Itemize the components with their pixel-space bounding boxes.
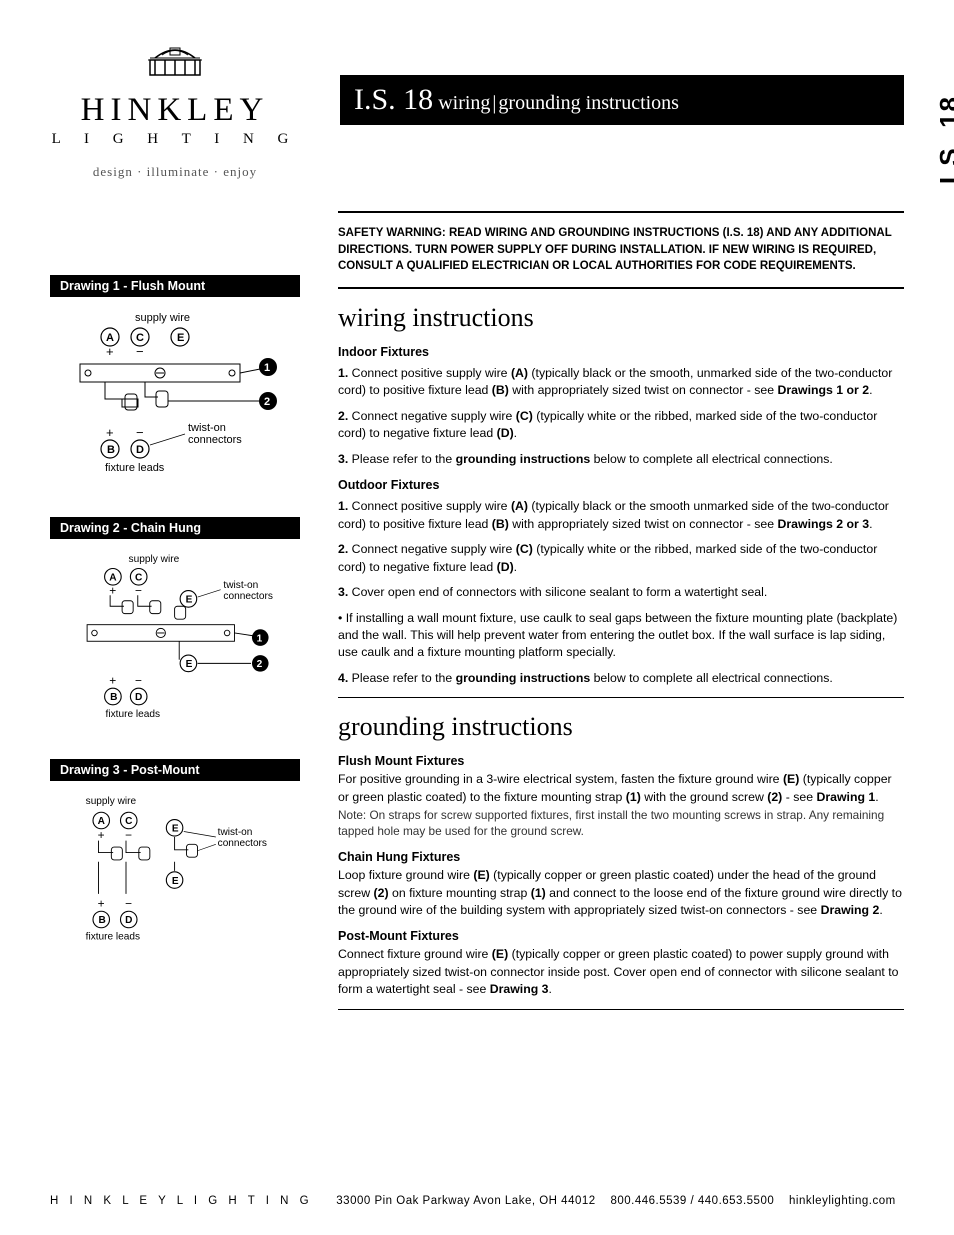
post-text: Connect fixture ground wire (E) (typical… [338, 946, 904, 998]
svg-text:supply wire: supply wire [86, 796, 137, 807]
footer-phone: 800.446.5539 / 440.653.5500 [610, 1195, 774, 1207]
outdoor-step-1: 1. Connect positive supply wire (A) (typ… [338, 498, 904, 533]
svg-text:B: B [99, 915, 106, 926]
d1-supply-wire-label: supply wire [135, 312, 190, 324]
svg-text:connectors: connectors [223, 591, 273, 602]
flush-note: Note: On straps for screw supported fixt… [338, 808, 904, 840]
right-column: SAFETY WARNING: READ WIRING AND GROUNDIN… [338, 205, 904, 1020]
svg-text:supply wire: supply wire [129, 554, 180, 565]
footer-web: hinkleylighting.com [789, 1195, 896, 1207]
content-row: Drawing 1 - Flush Mount supply wire A C … [50, 205, 904, 1020]
svg-text:E: E [172, 876, 179, 887]
svg-text:−: − [125, 897, 132, 911]
svg-text:+: + [106, 344, 114, 359]
drawing-1-title: Drawing 1 - Flush Mount [50, 275, 300, 297]
svg-text:B: B [107, 444, 115, 456]
svg-text:2: 2 [264, 396, 270, 408]
drawing-2-diagram: supply wire A C +− E twist-onconnectors … [50, 551, 290, 726]
drawing-3-diagram: supply wire A C E +− twist-onconnectors … [50, 793, 290, 958]
indoor-head: Indoor Fixtures [338, 345, 904, 359]
title-wiring: wiring [438, 92, 490, 114]
svg-text:D: D [136, 444, 144, 456]
brand-name: HINKLEY [50, 92, 300, 129]
svg-text:D: D [135, 692, 142, 703]
side-label: I.S. 18 [934, 95, 954, 184]
drawing-2-title: Drawing 2 - Chain Hung [50, 517, 300, 539]
svg-text:A: A [109, 572, 117, 583]
svg-text:C: C [136, 332, 144, 344]
svg-text:A: A [106, 332, 114, 344]
svg-text:+: + [98, 828, 105, 842]
svg-text:connectors: connectors [188, 434, 242, 446]
svg-text:connectors: connectors [218, 838, 267, 849]
title-grounding: grounding instructions [498, 92, 679, 114]
outdoor-step-4: 4. Please refer to the grounding instruc… [338, 670, 904, 687]
svg-text:B: B [110, 692, 117, 703]
outdoor-step-2: 2. Connect negative supply wire (C) (typ… [338, 541, 904, 576]
hr-mid [338, 697, 904, 698]
svg-text:1: 1 [257, 633, 263, 644]
chain-text: Loop fixture ground wire (E) (typically … [338, 867, 904, 919]
svg-text:−: − [125, 828, 132, 842]
flush-text: For positive grounding in a 3-wire elect… [338, 771, 904, 806]
flush-head: Flush Mount Fixtures [338, 754, 904, 768]
indoor-step-2: 2. Connect negative supply wire (C) (typ… [338, 408, 904, 443]
footer-addr: 33000 Pin Oak Parkway Avon Lake, OH 4401… [336, 1195, 595, 1207]
left-column: Drawing 1 - Flush Mount supply wire A C … [50, 205, 300, 1020]
svg-text:twist-on: twist-on [223, 580, 258, 591]
outdoor-head: Outdoor Fixtures [338, 478, 904, 492]
wiring-head: wiring instructions [338, 303, 904, 333]
svg-text:C: C [135, 572, 143, 583]
svg-text:+: + [106, 425, 114, 440]
hr-top [338, 211, 904, 213]
title-block: I.S. 18 wiring|grounding instructions [340, 75, 904, 125]
svg-text:1: 1 [264, 362, 270, 374]
hr-after-warning [338, 287, 904, 289]
svg-text:−: − [136, 425, 144, 440]
brand-sub: L I G H T I N G [50, 131, 300, 148]
hinkley-logo-icon [140, 40, 210, 85]
page-header: HINKLEY L I G H T I N G design · illumin… [50, 40, 904, 180]
svg-text:fixture leads: fixture leads [105, 462, 165, 474]
safety-warning: SAFETY WARNING: READ WIRING AND GROUNDIN… [338, 219, 904, 281]
svg-text:twist-on: twist-on [188, 422, 226, 434]
svg-text:−: − [135, 674, 142, 688]
svg-text:+: + [109, 674, 116, 688]
hr-bottom [338, 1009, 904, 1010]
outdoor-step-3: 3. Cover open end of connectors with sil… [338, 584, 904, 601]
indoor-step-1: 1. Connect positive supply wire (A) (typ… [338, 365, 904, 400]
drawing-3-title: Drawing 3 - Post-Mount [50, 759, 300, 781]
grounding-head: grounding instructions [338, 712, 904, 742]
svg-text:−: − [135, 583, 142, 597]
svg-text:+: + [109, 583, 116, 597]
title-bar: I.S. 18 wiring|grounding instructions [340, 75, 904, 125]
svg-text:+: + [98, 897, 105, 911]
chain-head: Chain Hung Fixtures [338, 850, 904, 864]
drawing-1-diagram: supply wire A C E + − 1 2 [50, 309, 290, 484]
svg-text:−: − [136, 344, 144, 359]
svg-text:E: E [186, 595, 193, 606]
footer-brand: H I N K L E Y L I G H T I N G [50, 1195, 313, 1207]
outdoor-bullet: • If installing a wall mount fixture, us… [338, 610, 904, 662]
title-is-num: I.S. 18 [354, 83, 433, 116]
svg-text:twist-on: twist-on [218, 827, 253, 838]
logo-block: HINKLEY L I G H T I N G design · illumin… [50, 40, 300, 180]
title-pipe: | [492, 92, 496, 114]
svg-text:E: E [177, 332, 184, 344]
svg-text:fixture leads: fixture leads [106, 709, 161, 720]
svg-text:2: 2 [257, 659, 263, 670]
svg-text:D: D [125, 915, 132, 926]
svg-text:A: A [98, 816, 106, 827]
footer: H I N K L E Y L I G H T I N G 33000 Pin … [50, 1195, 904, 1207]
indoor-step-3: 3. Please refer to the grounding instruc… [338, 451, 904, 468]
svg-text:C: C [125, 816, 132, 827]
brand-tagline: design · illuminate · enjoy [50, 164, 300, 180]
svg-text:E: E [172, 824, 179, 835]
svg-text:E: E [186, 659, 193, 670]
post-head: Post-Mount Fixtures [338, 929, 904, 943]
svg-text:fixture leads: fixture leads [86, 932, 140, 943]
